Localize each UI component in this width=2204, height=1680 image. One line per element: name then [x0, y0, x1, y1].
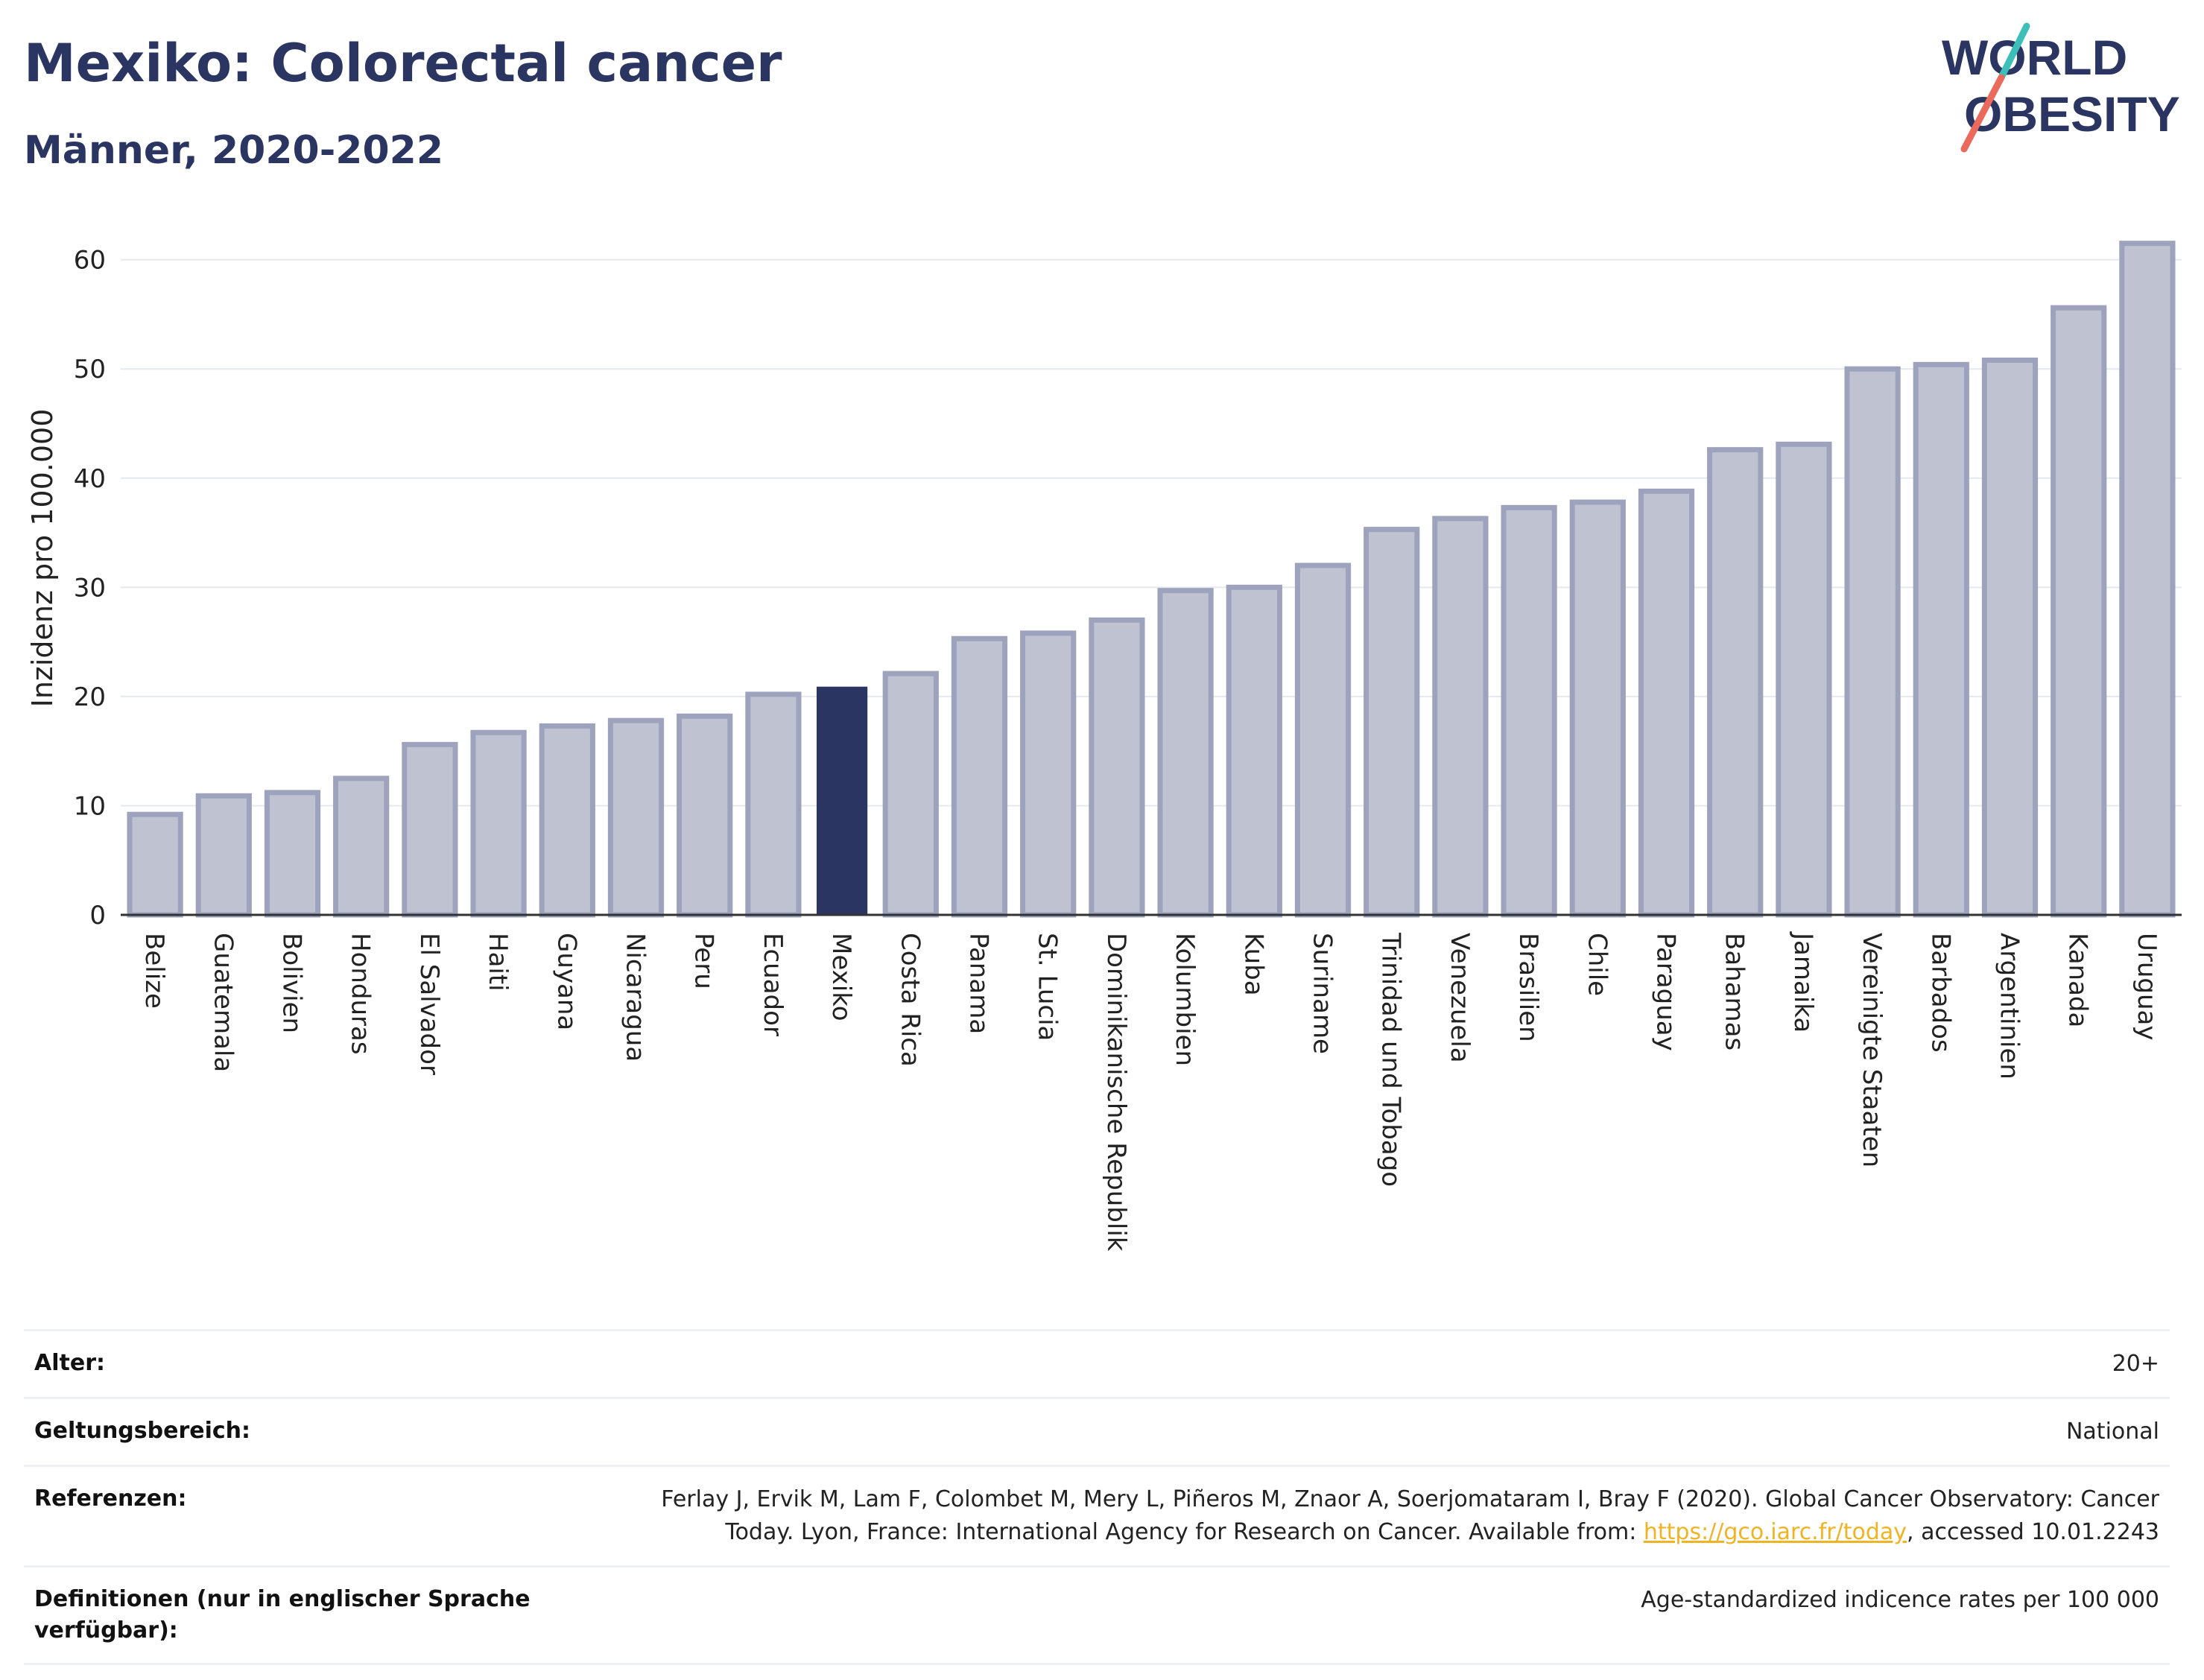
- bar-panama: [951, 635, 1008, 918]
- y-tick-label: 40: [74, 464, 106, 494]
- bar-st-lucia: [1020, 630, 1077, 918]
- meta-key-references: Referenzen:: [34, 1486, 187, 1512]
- references-accessed: , accessed 10.01.2243: [1907, 1519, 2159, 1545]
- x-tick-label: Guyana: [551, 933, 581, 1030]
- meta-row-scope: Geltungsbereich: National: [24, 1397, 2170, 1465]
- x-tick-label: Belize: [139, 933, 169, 1009]
- x-tick-label: Bolivien: [277, 933, 307, 1033]
- world-obesity-logo: WORLD OBESITY: [1942, 22, 2180, 153]
- bar-uruguay: [2119, 241, 2176, 918]
- bar-jamaika: [1776, 441, 1832, 918]
- bar-kuba: [1226, 584, 1282, 918]
- bar-guyana: [539, 723, 595, 918]
- bar-ecuador: [745, 691, 802, 918]
- bar-chart: 0 10 20 30 40 50 60 Belize Guatemala Bolivien Hon…: [26, 241, 2182, 1252]
- bar-bahamas: [1707, 447, 1764, 918]
- x-tick-label: Paraguay: [1651, 933, 1681, 1051]
- x-tick-label: Haiti: [483, 933, 513, 992]
- bar-bolivien: [264, 790, 321, 918]
- x-tick-label: Ecuador: [758, 933, 788, 1036]
- x-tick-label: Trinidad und Tobago: [1376, 932, 1406, 1187]
- bar-argentinien: [1981, 357, 2039, 918]
- x-tick-label: Chile: [1582, 933, 1612, 996]
- x-tick-label: Costa Rica: [895, 933, 925, 1067]
- bar-kolumbien: [1157, 588, 1214, 918]
- chart-gridlines: [121, 259, 2182, 807]
- x-tick-label: Barbados: [1925, 933, 1955, 1053]
- bar-guatemala: [195, 793, 252, 918]
- bar-brasilien: [1501, 504, 1557, 918]
- y-tick-label: 0: [89, 901, 106, 931]
- bar-dominikanische-republik: [1089, 617, 1145, 918]
- page-subtitle: Männer, 2020-2022: [24, 128, 444, 173]
- logo-line1: WORLD: [1942, 30, 2127, 85]
- meta-value-definitions: Age-standardized indicence rates per 100…: [1641, 1587, 2159, 1613]
- references-text: Ferlay J, Ervik M, Lam F, Colombet M, Me…: [661, 1486, 2159, 1545]
- bar-nicaragua: [607, 717, 665, 918]
- bar-peru: [677, 713, 733, 918]
- page-title: Mexiko: Colorectal cancer: [24, 33, 782, 94]
- bar-venezuela: [1432, 516, 1489, 918]
- meta-value-scope: National: [2065, 1419, 2159, 1445]
- y-tick-label: 50: [74, 355, 106, 384]
- bar-el-salvador: [402, 741, 458, 918]
- y-axis-ticks: 0 10 20 30 40 50 60: [74, 246, 106, 931]
- x-tick-label: Kuba: [1238, 933, 1268, 996]
- bar-trinidad-und-tobago: [1364, 527, 1420, 918]
- logo-slash-red: [1960, 74, 2005, 153]
- bar-vereinigte-staaten: [1844, 366, 1901, 918]
- meta-value-references: Ferlay J, Ervik M, Lam F, Colombet M, Me…: [595, 1483, 2159, 1549]
- bar-paraguay: [1638, 488, 1695, 918]
- meta-row-definitions: Definitionen (nur in englischer Sprache …: [24, 1565, 2170, 1665]
- y-tick-label: 10: [74, 791, 106, 821]
- bar-barbados: [1913, 361, 1969, 918]
- bar-kanada: [2051, 305, 2107, 918]
- bar-costa-rica: [882, 671, 939, 918]
- logo-slash-teal: [1998, 22, 2030, 81]
- bar-suriname: [1294, 562, 1352, 918]
- y-tick-label: 30: [74, 573, 106, 603]
- x-tick-label: Jamaika: [1788, 931, 1818, 1033]
- bar-mexiko: [816, 686, 868, 915]
- x-tick-label: Honduras: [346, 933, 376, 1055]
- bar-belize: [127, 811, 183, 918]
- bar-chile: [1569, 499, 1626, 918]
- y-axis-label: Inzidenz pro 100.000: [26, 409, 59, 708]
- x-tick-label: Peru: [689, 933, 719, 989]
- x-tick-label: Venezuela: [1445, 933, 1475, 1063]
- x-tick-label: Argentinien: [1995, 933, 2024, 1080]
- x-tick-label: Nicaragua: [621, 933, 650, 1062]
- x-tick-label: Bahamas: [1720, 933, 1749, 1050]
- meta-key-age: Alter:: [34, 1350, 105, 1376]
- x-tick-label: El Salvador: [414, 933, 444, 1075]
- x-tick-label: Uruguay: [2132, 933, 2162, 1041]
- chart-bars: [127, 241, 2176, 918]
- y-tick-label: 60: [74, 246, 106, 276]
- metadata-table: Alter: 20+ Geltungsbereich: National Ref…: [24, 1329, 2170, 1665]
- meta-row-references: Referenzen: Ferlay J, Ervik M, Lam F, Co…: [24, 1465, 2170, 1565]
- x-tick-label: Mexiko: [826, 933, 856, 1021]
- meta-value-age: 20+: [2112, 1351, 2159, 1377]
- x-tick-label: Vereinigte Staaten: [1857, 933, 1887, 1167]
- meta-key-scope: Geltungsbereich:: [34, 1418, 251, 1444]
- references-link[interactable]: https://gco.iarc.fr/today: [1643, 1519, 1907, 1545]
- bar-haiti: [470, 729, 527, 918]
- x-tick-label: St. Lucia: [1033, 933, 1063, 1041]
- bar-honduras: [333, 776, 390, 918]
- meta-key-definitions: Definitionen (nur in englischer Sprache …: [34, 1586, 531, 1643]
- x-tick-label: Kolumbien: [1170, 933, 1200, 1066]
- logo-line2: OBESITY: [1964, 86, 2180, 142]
- x-tick-label: Kanada: [2063, 933, 2093, 1027]
- x-tick-label: Panama: [964, 933, 994, 1034]
- x-tick-label: Brasilien: [1513, 933, 1543, 1042]
- x-tick-label: Guatemala: [208, 933, 238, 1072]
- x-tick-label: Dominikanische Republik: [1101, 933, 1131, 1252]
- meta-row-age: Alter: 20+: [24, 1329, 2170, 1397]
- y-tick-label: 20: [74, 682, 106, 712]
- x-tick-label: Suriname: [1308, 933, 1337, 1054]
- x-axis-labels: Belize Guatemala Bolivien Honduras El Salvad…: [139, 931, 2162, 1252]
